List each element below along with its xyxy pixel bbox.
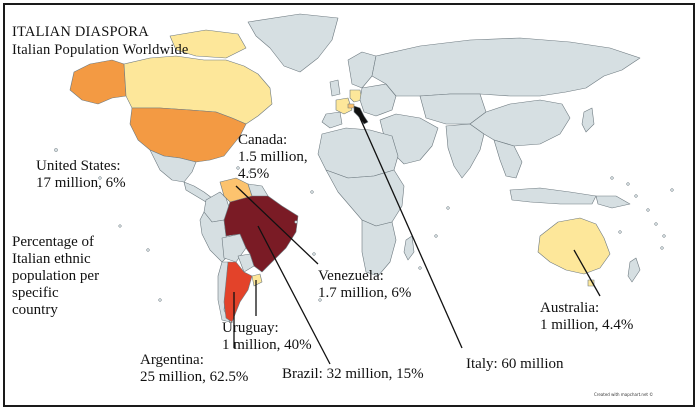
label-united-states: United States: 17 million, 6% [36,158,126,191]
leader-line-brazil [257,225,331,365]
india [445,123,485,179]
central-africa [325,169,405,227]
russia [371,37,641,97]
switzerland [347,103,355,109]
southern-africa [361,219,397,277]
france [335,97,353,115]
label-argentina: Argentina: 25 million, 62.5% [140,352,249,385]
china [469,99,571,147]
greenland [247,13,339,73]
uk [329,79,341,97]
label-canada: Canada: 1.5 million, 4.5% [238,132,308,182]
scandinavia [347,51,377,89]
argentina [223,261,253,323]
germany [349,89,363,103]
label-uruguay: Uruguay: 1 million, 40% [222,320,312,353]
map-title: ITALIAN DIASPORA [12,24,149,40]
australia [537,217,611,275]
north-africa [317,127,399,179]
indonesia [509,187,597,205]
label-italy: Italy: 60 million [466,356,564,372]
canada-arctic-islands [169,29,247,59]
new-zealand [627,257,641,283]
southeast-asia [493,139,523,179]
alaska [69,59,127,105]
map-subtitle: Italian Population Worldwide [12,42,189,58]
mexico [149,149,197,183]
italy [353,105,369,125]
pacific-islands [54,148,674,302]
united-states [129,107,247,163]
leader-line-italy [359,117,463,349]
uruguay [251,273,263,287]
label-venezuela: Venezuela: 1.7 million, 6% [318,268,412,301]
leader-line-venezuela [235,185,319,265]
leader-line-australia [573,249,601,297]
iberia [321,111,343,129]
new-guinea [595,195,631,209]
brazil [223,195,299,273]
madagascar [403,235,415,261]
japan [581,107,595,133]
label-brazil: Brazil: 32 million, 15% [282,366,424,382]
label-australia: Australia: 1 million, 4.4% [540,300,634,333]
credit-text: Created with mapchart.net © [594,392,654,397]
legend-note: Percentage of Italian ethnic population … [12,234,100,318]
